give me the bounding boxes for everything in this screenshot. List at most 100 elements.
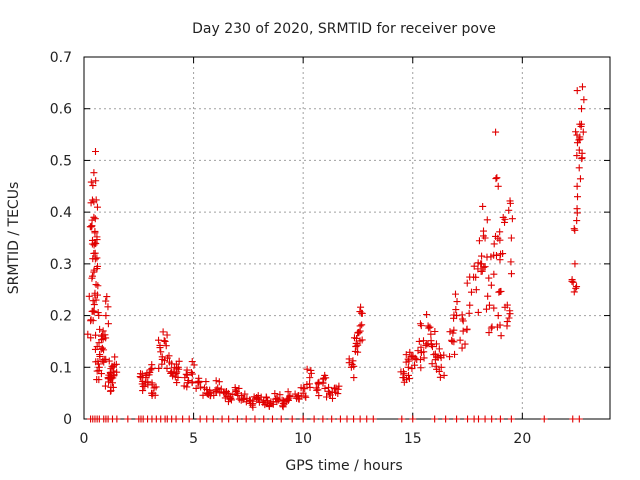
data-point: [479, 202, 487, 210]
data-point: [328, 394, 336, 402]
data-point: [411, 354, 419, 362]
data-point: [427, 341, 435, 349]
data-point: [239, 395, 247, 403]
baseline-point: [203, 415, 211, 423]
data-point: [192, 384, 200, 392]
data-point: [87, 223, 95, 231]
data-point: [574, 193, 582, 201]
data-point: [113, 368, 121, 376]
x-tick-label: 5: [189, 431, 198, 447]
data-point: [451, 350, 459, 358]
data-point: [283, 395, 291, 403]
data-point: [91, 229, 99, 237]
data-point: [232, 386, 240, 394]
baseline-point: [328, 415, 336, 423]
data-point: [302, 393, 310, 401]
baseline-point: [251, 415, 259, 423]
data-point: [506, 310, 514, 318]
data-point: [490, 251, 498, 259]
data-point: [490, 304, 498, 312]
data-point: [99, 327, 107, 335]
data-point: [494, 312, 502, 320]
data-point: [452, 306, 460, 314]
data-point: [157, 348, 165, 356]
data-point: [187, 368, 195, 376]
data-point: [406, 348, 414, 356]
data-point: [301, 385, 309, 393]
data-point: [138, 370, 146, 378]
data-point: [175, 357, 183, 365]
baseline-point: [569, 415, 577, 423]
data-point: [411, 361, 419, 369]
data-point: [576, 133, 584, 141]
data-point: [501, 218, 509, 226]
data-point: [324, 387, 332, 395]
data-point: [139, 387, 147, 395]
data-point: [402, 351, 410, 359]
data-point: [474, 308, 482, 316]
data-point: [93, 203, 101, 211]
baseline-point: [431, 415, 439, 423]
data-point: [206, 386, 214, 394]
data-point: [503, 318, 511, 326]
data-point: [237, 391, 245, 399]
data-point: [235, 384, 243, 392]
data-point: [163, 354, 171, 362]
y-tick-label: 0.6: [50, 102, 72, 118]
data-point: [160, 337, 168, 345]
data-point: [224, 389, 232, 397]
data-point: [578, 105, 586, 113]
data-point: [183, 371, 191, 379]
data-point: [262, 393, 270, 401]
data-point: [173, 364, 181, 372]
data-point: [470, 262, 478, 270]
x-tick-label: 20: [513, 431, 531, 447]
data-point: [90, 301, 98, 309]
data-point: [188, 358, 196, 366]
data-point: [420, 337, 427, 345]
data-point: [97, 345, 105, 353]
data-point: [478, 252, 486, 260]
y-axis-label: SRMTID / TECUs: [6, 182, 22, 295]
data-point: [88, 272, 96, 280]
data-point: [493, 174, 501, 182]
data-point: [423, 311, 431, 319]
data-point: [323, 393, 331, 401]
data-point: [332, 388, 340, 396]
data-point: [265, 403, 273, 411]
data-point: [227, 396, 235, 404]
data-point: [358, 309, 366, 317]
data-point: [148, 389, 156, 397]
data-point: [407, 352, 415, 360]
data-point: [480, 263, 488, 271]
data-point: [303, 380, 311, 388]
baseline-point: [113, 415, 121, 423]
data-point: [420, 354, 428, 362]
data-point: [570, 288, 578, 296]
baseline-point: [277, 415, 285, 423]
data-point: [571, 260, 579, 268]
data-point: [485, 274, 493, 282]
baseline-point: [336, 415, 344, 423]
baseline-point: [218, 415, 226, 423]
data-point: [417, 322, 425, 330]
data-point: [399, 374, 407, 382]
data-point: [95, 311, 103, 319]
baseline-point: [172, 415, 180, 423]
data-point: [303, 365, 311, 373]
data-point: [259, 399, 267, 407]
baseline-point: [233, 415, 241, 423]
data-point: [487, 281, 495, 289]
data-point: [188, 378, 196, 386]
data-point: [576, 120, 584, 128]
data-point: [494, 182, 502, 190]
data-point: [246, 396, 254, 404]
data-point: [98, 344, 106, 352]
data-point: [110, 367, 118, 375]
data-point: [573, 87, 581, 95]
data-point: [297, 392, 305, 400]
data-point: [102, 334, 110, 342]
data-point: [432, 362, 440, 370]
data-point: [446, 328, 454, 336]
data-point: [197, 383, 205, 391]
